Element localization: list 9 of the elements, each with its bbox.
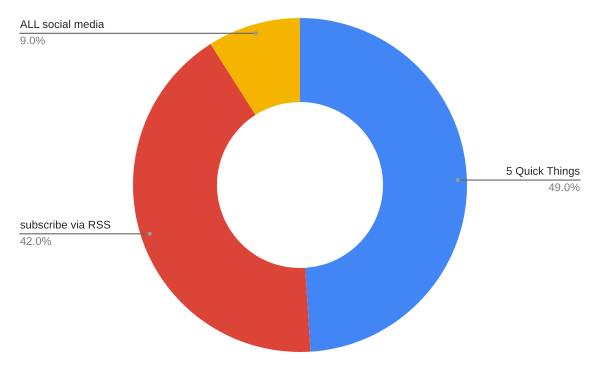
slice-label: ALL social media [20,20,104,28]
slice-label: 5 Quick Things [506,166,580,178]
slice-label: subscribe via RSS [20,220,110,229]
data-label: 42.0% [20,237,52,245]
donut-slice [210,18,300,115]
donut-slice [133,44,310,352]
data-label: 49.0% [548,183,580,192]
donut-slice [300,18,467,352]
data-label: 9.0% [20,36,45,44]
